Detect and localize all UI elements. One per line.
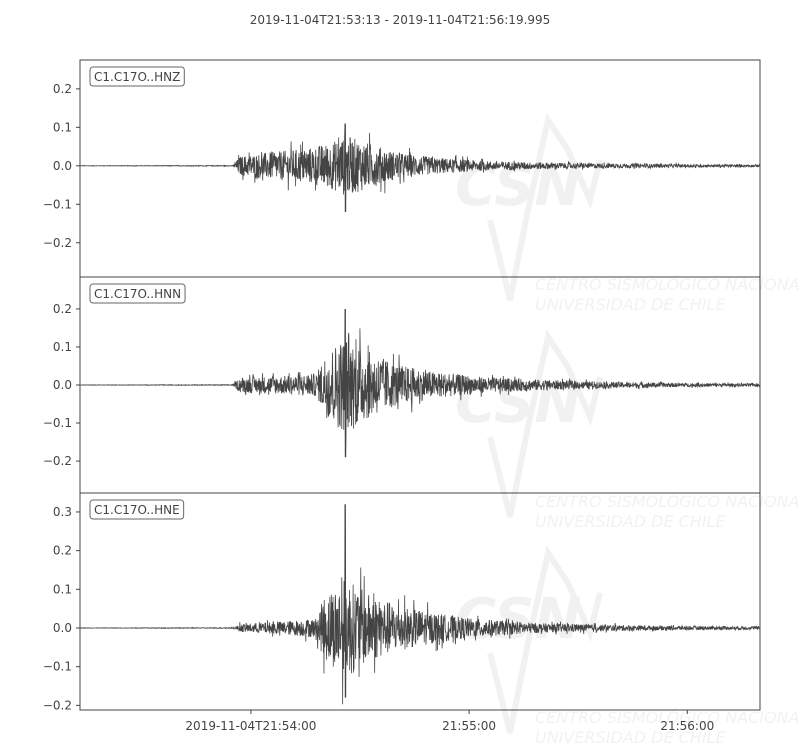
watermark-line2: UNIVERSIDAD DE CHILE	[535, 512, 726, 531]
y-tick-label: 0.3	[53, 505, 72, 519]
trace-label-box	[89, 283, 186, 304]
watermark-line1: CENTRO SISMOLÓGICO NACIONAL	[535, 708, 800, 727]
x-tick-label: 21:56:00	[660, 719, 714, 733]
y-tick-label: 0.1	[53, 120, 72, 134]
trace-label-box	[89, 499, 185, 520]
trace-label: C1.C17O..HNE	[94, 503, 180, 517]
y-tick-label: 0.0	[53, 621, 72, 635]
y-tick-label: −0.1	[43, 197, 72, 211]
watermark-wave	[487, 329, 603, 518]
watermark-line1: CENTRO SISMOLÓGICO NACIONAL	[535, 492, 800, 511]
watermark-csn: CSN	[455, 587, 581, 652]
y-tick-label: 0.1	[53, 340, 72, 354]
y-tick-label: −0.2	[43, 236, 72, 250]
trace-label: C1.C17O..HNZ	[94, 70, 180, 84]
waveform-line	[79, 308, 761, 458]
plot-frame	[79, 492, 761, 711]
x-tick-label: 2019-11-04T21:54:00	[185, 719, 316, 733]
csn-watermark-logo: CSN CENTRO SISMOLÓGICO NACIONALUNIVERSIDA…	[455, 545, 800, 747]
y-tick-label: 0.1	[53, 582, 72, 596]
chart-title: 2019-11-04T21:53:13 - 2019-11-04T21:56:1…	[249, 13, 551, 27]
watermark-line1: CENTRO SISMOLÓGICO NACIONAL	[535, 275, 800, 294]
waveform-line	[79, 123, 761, 212]
x-tick-label: 21:55:00	[442, 719, 496, 733]
waveform-line	[79, 504, 761, 705]
watermark-wave	[487, 545, 603, 734]
y-tick-label: 0.2	[53, 544, 72, 558]
trace-label-box	[89, 66, 185, 87]
watermark-line2: UNIVERSIDAD DE CHILE	[535, 728, 726, 747]
y-tick-label: 0.0	[53, 159, 72, 173]
y-tick-label: −0.2	[43, 698, 72, 712]
y-tick-label: −0.1	[43, 416, 72, 430]
y-tick-label: −0.1	[43, 660, 72, 674]
watermark-wave	[487, 112, 603, 301]
y-tick-label: −0.2	[43, 454, 72, 468]
trace-label: C1.C17O..HNN	[94, 287, 181, 301]
y-tick-label: 0.2	[53, 82, 72, 96]
y-tick-label: 0.2	[53, 302, 72, 316]
y-tick-label: 0.0	[53, 378, 72, 392]
watermark-line2: UNIVERSIDAD DE CHILE	[535, 295, 726, 314]
